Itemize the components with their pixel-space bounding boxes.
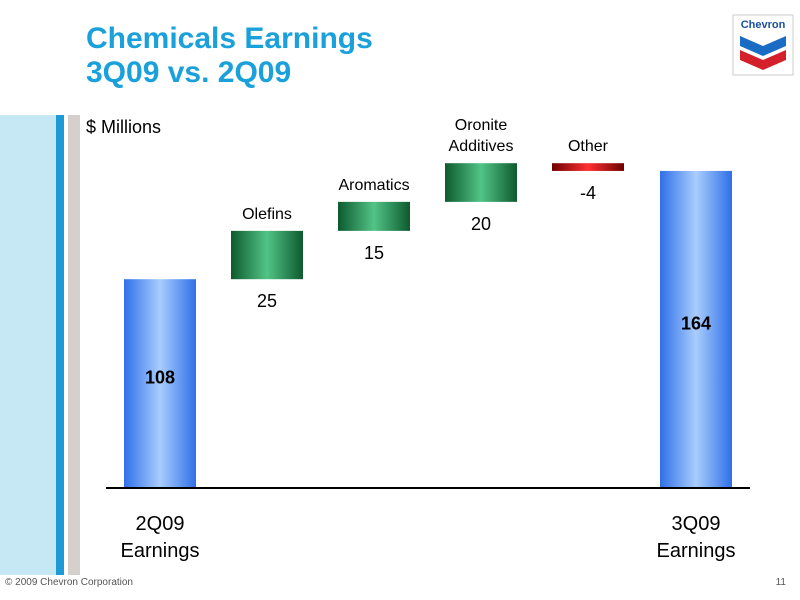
start-category-label: Earnings xyxy=(121,540,200,562)
end-category-label: Earnings xyxy=(657,540,736,562)
step-bar xyxy=(552,163,624,171)
step-category-label: Oronite xyxy=(455,117,508,134)
footer-copyright: © 2009 Chevron Corporation xyxy=(5,577,133,588)
step-bar xyxy=(445,163,517,202)
unit-label: $ Millions xyxy=(86,117,161,137)
step-category-label: Other xyxy=(568,138,609,155)
slide-title-line1: Chemicals Earnings xyxy=(86,22,373,55)
step-category-label: Aromatics xyxy=(338,177,409,194)
step-value-label: 20 xyxy=(471,214,491,234)
left-decor-band xyxy=(0,115,56,575)
step-bar xyxy=(338,201,410,231)
step-value-label: 15 xyxy=(364,243,384,263)
chart-marks: 108 2Q09 Earnings 25 Olefins 15 Aromatics 20 Oro… xyxy=(121,117,736,562)
start-bar xyxy=(124,279,196,488)
start-category-label: 2Q09 xyxy=(136,513,185,535)
step-category-label: Olefins xyxy=(242,206,292,223)
chevron-logo: Chevron xyxy=(732,14,794,76)
start-value-label: 108 xyxy=(145,368,175,388)
end-bar xyxy=(660,170,732,488)
step-bar xyxy=(231,230,303,280)
slide-title: Chemicals Earnings 3Q09 vs. 2Q09 xyxy=(86,22,373,90)
slide-title-line2: 3Q09 vs. 2Q09 xyxy=(86,56,292,89)
chevron-logo-text: Chevron xyxy=(741,19,786,31)
step-value-label: -4 xyxy=(580,183,596,203)
end-value-label: 164 xyxy=(681,313,711,333)
page-number: 11 xyxy=(775,577,786,588)
left-decor-stripe-gray xyxy=(68,115,80,575)
left-decor-stripe-blue xyxy=(56,115,64,575)
step-value-label: 25 xyxy=(257,291,277,311)
step-category-label: Additives xyxy=(449,138,514,155)
end-category-label: 3Q09 xyxy=(672,513,721,535)
